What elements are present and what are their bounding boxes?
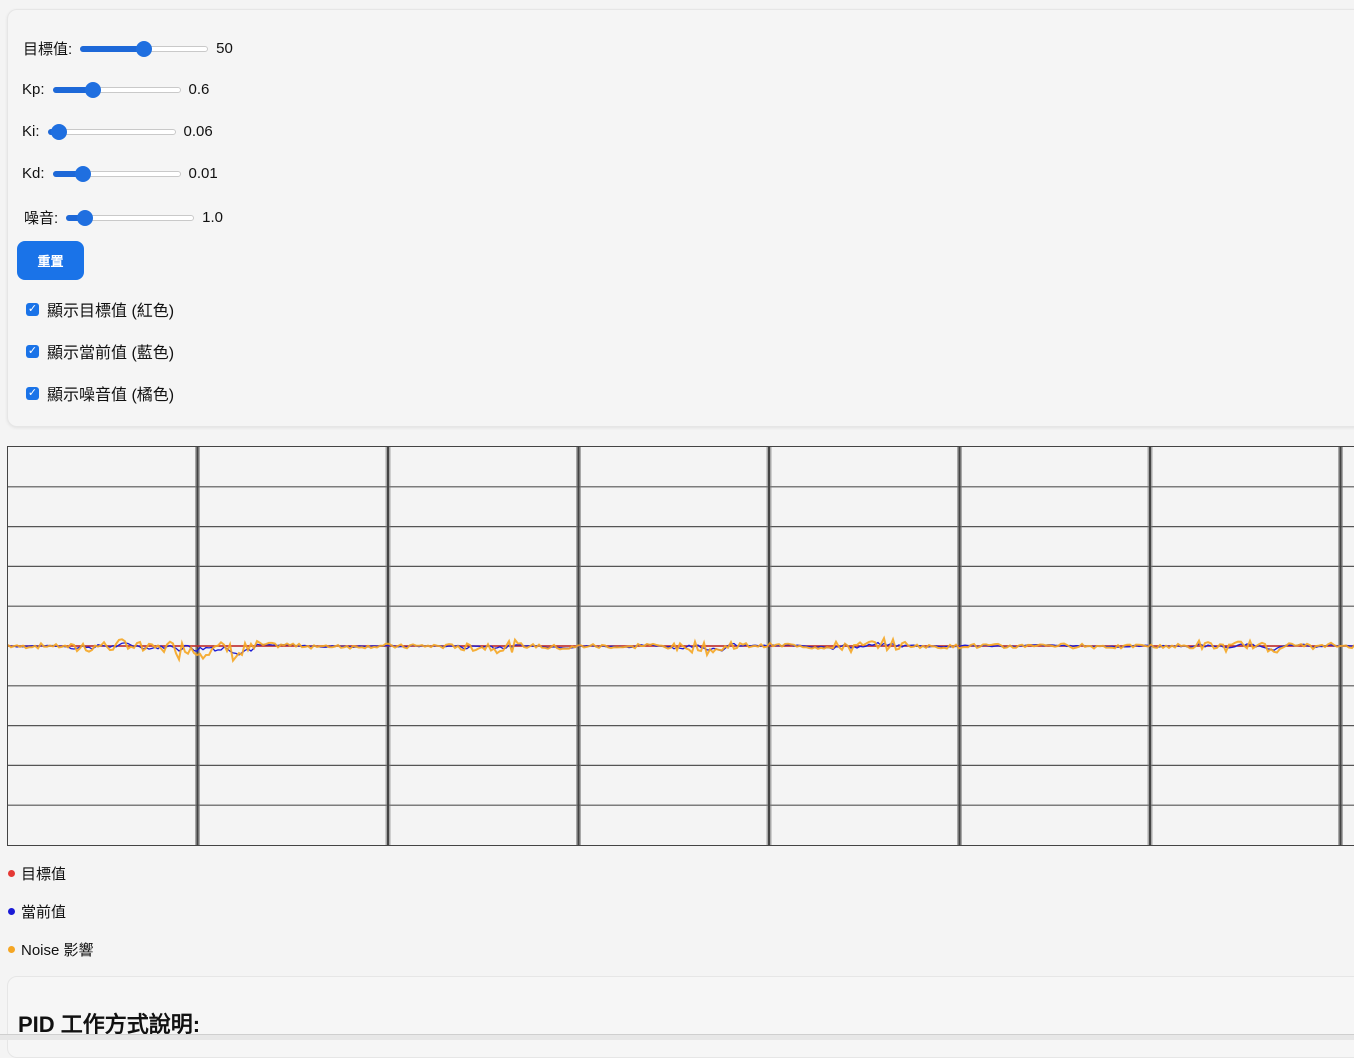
- checkbox-label-target: 顯示目標值 (紅色): [47, 303, 175, 320]
- checkbox-checked-icon[interactable]: ✓: [26, 386, 39, 400]
- noise-control: 噪音: 1.0: [24, 207, 223, 228]
- legend-current: 當前值: [8, 901, 66, 922]
- noise-label: 噪音:: [24, 210, 59, 227]
- ki-value: 0.06: [183, 123, 213, 140]
- noise-value-line: [7, 635, 1354, 664]
- legend-target: 目標值: [8, 863, 66, 884]
- checkbox-show-target[interactable]: ✓ 顯示目標值 (紅色): [26, 297, 174, 321]
- ki-label: Ki:: [22, 123, 40, 140]
- kd-label: Kd:: [22, 165, 45, 182]
- kd-control: Kd: 0.01: [22, 165, 218, 182]
- ki-control: Ki: 0.06: [22, 123, 213, 140]
- legend-label-noise: Noise 影響: [21, 942, 94, 959]
- legend-dot-target: [8, 870, 15, 877]
- kp-label: Kp:: [22, 81, 45, 98]
- noise-value: 1.0: [202, 209, 224, 226]
- kp-control: Kp: 0.6: [22, 81, 209, 98]
- section-title: PID 工作方式說明:: [18, 1012, 201, 1037]
- explanation-panel: PID 工作方式說明:: [7, 976, 1354, 1058]
- legend-noise: Noise 影響: [8, 939, 94, 960]
- checkbox-checked-icon[interactable]: ✓: [26, 302, 39, 316]
- legend-dot-noise: [8, 946, 15, 953]
- page-bottom-edge: [0, 1034, 1354, 1040]
- kp-value: 0.6: [188, 81, 210, 98]
- legend-label-current: 當前值: [21, 904, 67, 921]
- noise-slider[interactable]: [66, 209, 195, 226]
- chart-canvas: [7, 447, 1354, 845]
- target-label: 目標值:: [23, 41, 73, 58]
- reset-button[interactable]: 重置: [17, 241, 84, 280]
- pid-chart: [7, 446, 1354, 846]
- checkbox-label-current: 顯示當前值 (藍色): [47, 345, 175, 362]
- checkbox-show-current[interactable]: ✓ 顯示當前值 (藍色): [26, 339, 174, 363]
- legend-dot-current: [8, 908, 15, 915]
- target-slider[interactable]: [80, 40, 209, 57]
- control-panel: 目標值: 50 Kp: 0.6 Ki: 0.06 Kd: 0.01 噪音: 1.…: [7, 9, 1354, 427]
- target-control: 目標值: 50: [23, 38, 233, 59]
- target-value: 50: [216, 40, 233, 57]
- kd-slider[interactable]: [52, 165, 181, 182]
- kp-slider[interactable]: [52, 81, 181, 98]
- kd-value: 0.01: [188, 165, 218, 182]
- checkbox-checked-icon[interactable]: ✓: [26, 344, 39, 358]
- checkbox-label-noise: 顯示噪音值 (橘色): [47, 387, 175, 404]
- legend-label-target: 目標值: [21, 866, 67, 883]
- ki-slider[interactable]: [47, 123, 176, 140]
- checkbox-show-noise[interactable]: ✓ 顯示噪音值 (橘色): [26, 381, 174, 405]
